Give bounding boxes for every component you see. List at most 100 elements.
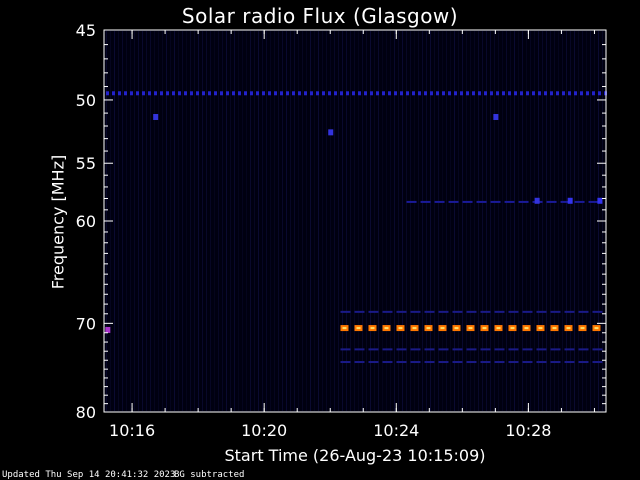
noise-stripe (142, 31, 143, 411)
noise-stripe (318, 31, 319, 411)
emission-dash (494, 361, 505, 364)
emission-dot (340, 91, 343, 96)
noise-stripe (322, 31, 323, 411)
noise-stripe (162, 31, 163, 411)
noise-stripe (398, 31, 399, 411)
emission-dash (536, 310, 547, 313)
emission-dot (250, 91, 253, 96)
noise-stripe (538, 31, 539, 411)
noise-stripe (486, 31, 487, 411)
emission-dot (490, 91, 493, 96)
noise-stripe (498, 31, 499, 411)
noise-stripe (442, 31, 443, 411)
noise-stripe (470, 31, 471, 411)
emission-dot (106, 91, 109, 96)
emission-dash (434, 200, 445, 203)
emission-dot (316, 91, 319, 96)
emission-dash (564, 361, 575, 364)
noise-stripe (506, 31, 507, 411)
emission-dot (532, 91, 535, 96)
emission-dash-core (468, 327, 473, 330)
emission-dot (520, 91, 523, 96)
emission-spot (534, 197, 540, 204)
emission-dash (494, 348, 505, 351)
noise-stripe (334, 31, 335, 411)
noise-stripe (222, 31, 223, 411)
emission-dot (508, 91, 511, 96)
noise-stripe (138, 31, 139, 411)
emission-dot (310, 91, 313, 96)
noise-stripe (366, 31, 367, 411)
emission-dot (196, 91, 199, 96)
emission-dash (396, 310, 407, 313)
emission-features-layer (106, 91, 607, 364)
noise-stripe (374, 31, 375, 411)
background-note: BG subtracted (174, 470, 245, 480)
noise-stripe (306, 31, 307, 411)
emission-dash-core (538, 327, 543, 330)
emission-dot (466, 91, 469, 96)
emission-dash (354, 361, 365, 364)
emission-dash (368, 310, 379, 313)
noise-stripe (274, 31, 275, 411)
noise-stripe (206, 31, 207, 411)
noise-stripe (346, 31, 347, 411)
noise-stripe (546, 31, 547, 411)
emission-dash (564, 310, 575, 313)
noise-stripe (350, 31, 351, 411)
emission-dot (256, 91, 259, 96)
emission-dot (208, 91, 211, 96)
emission-dash (424, 348, 435, 351)
emission-dot (436, 91, 439, 96)
emission-dash (354, 310, 365, 313)
emission-dot (364, 91, 367, 96)
noise-stripe (114, 31, 115, 411)
emission-dash (508, 361, 519, 364)
emission-dash (466, 348, 477, 351)
emission-dash (410, 348, 421, 351)
noise-stripe (554, 31, 555, 411)
noise-stripe (122, 31, 123, 411)
noise-stripe (582, 31, 583, 411)
emission-dot (580, 91, 583, 96)
emission-dash (382, 361, 393, 364)
emission-dot (142, 91, 145, 96)
y-tick-label: 60 (76, 212, 96, 231)
emission-dot (574, 91, 577, 96)
emission-dash (522, 361, 533, 364)
emission-dash (354, 348, 365, 351)
noise-stripe (474, 31, 475, 411)
emission-dot (166, 91, 169, 96)
noise-stripe (202, 31, 203, 411)
emission-dash-core (454, 327, 459, 330)
noise-stripe (342, 31, 343, 411)
noise-stripe (382, 31, 383, 411)
emission-spot (597, 197, 603, 204)
noise-stripe (330, 31, 331, 411)
emission-dash (508, 348, 519, 351)
emission-dot (172, 91, 175, 96)
emission-dot (592, 91, 595, 96)
noise-stripe (258, 31, 259, 411)
y-tick-label: 70 (76, 314, 96, 333)
emission-dot (472, 91, 475, 96)
emission-dash (522, 348, 533, 351)
emission-dash (550, 361, 561, 364)
emission-dash (438, 348, 449, 351)
x-axis-label: Start Time (26-Aug-23 10:15:09) (224, 446, 486, 465)
emission-dash (476, 200, 487, 203)
noise-stripe (126, 31, 127, 411)
emission-dash-core (580, 327, 585, 330)
noise-stripe (410, 31, 411, 411)
y-tick-label: 55 (76, 154, 96, 173)
emission-dot (352, 91, 355, 96)
emission-dot (226, 91, 229, 96)
noise-stripe (526, 31, 527, 411)
noise-stripe (210, 31, 211, 411)
noise-stripe (134, 31, 135, 411)
emission-dot (376, 91, 379, 96)
noise-stripe (190, 31, 191, 411)
noise-stripe (434, 31, 435, 411)
emission-dot (394, 91, 397, 96)
